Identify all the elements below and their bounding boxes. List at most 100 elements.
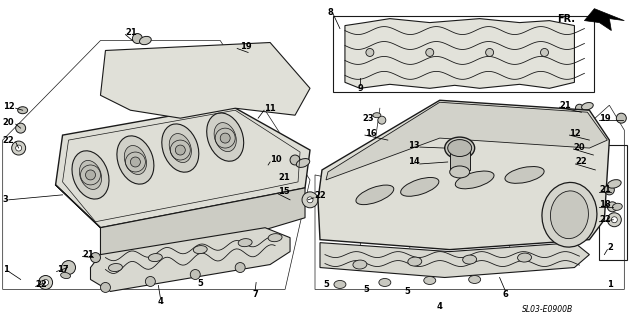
Text: 22: 22 [599, 215, 611, 224]
Text: 18: 18 [599, 200, 611, 209]
Text: 20: 20 [574, 142, 585, 152]
Ellipse shape [214, 123, 236, 152]
Ellipse shape [445, 137, 475, 159]
Circle shape [608, 202, 617, 212]
Circle shape [100, 283, 110, 292]
Text: 11: 11 [264, 104, 276, 113]
Circle shape [378, 116, 386, 124]
Circle shape [591, 163, 604, 177]
Ellipse shape [193, 245, 207, 254]
Text: 13: 13 [408, 140, 420, 149]
Ellipse shape [373, 113, 381, 118]
Ellipse shape [207, 113, 244, 161]
Text: 22: 22 [35, 280, 47, 289]
Polygon shape [345, 19, 574, 88]
Circle shape [604, 185, 615, 195]
Ellipse shape [247, 44, 264, 53]
Text: 12: 12 [569, 129, 581, 138]
Ellipse shape [117, 136, 154, 184]
Ellipse shape [378, 140, 389, 148]
Polygon shape [56, 185, 305, 258]
Polygon shape [450, 148, 469, 170]
Circle shape [90, 252, 100, 262]
Polygon shape [320, 243, 589, 277]
Ellipse shape [353, 260, 367, 269]
Circle shape [486, 49, 493, 56]
Ellipse shape [456, 171, 494, 189]
Text: 7: 7 [252, 290, 258, 299]
Text: 5: 5 [405, 287, 411, 296]
Circle shape [302, 192, 318, 208]
Ellipse shape [550, 191, 589, 239]
Text: 19: 19 [599, 114, 611, 123]
Polygon shape [100, 43, 310, 118]
Ellipse shape [469, 276, 481, 284]
Ellipse shape [463, 255, 476, 264]
Text: 8: 8 [328, 8, 334, 17]
Text: 15: 15 [278, 188, 290, 196]
Ellipse shape [169, 133, 191, 163]
Ellipse shape [450, 166, 469, 178]
Ellipse shape [408, 257, 422, 266]
Circle shape [86, 170, 95, 180]
Circle shape [541, 49, 548, 56]
Circle shape [611, 217, 617, 223]
Circle shape [385, 133, 395, 143]
Text: 4: 4 [157, 297, 163, 306]
Circle shape [220, 133, 230, 143]
Text: 21: 21 [126, 28, 137, 37]
Circle shape [198, 59, 203, 62]
Circle shape [175, 145, 186, 155]
Polygon shape [584, 9, 624, 31]
Ellipse shape [401, 178, 439, 196]
Ellipse shape [124, 146, 146, 174]
Ellipse shape [505, 166, 544, 183]
Text: 16: 16 [365, 129, 377, 138]
Polygon shape [326, 102, 608, 180]
Ellipse shape [582, 102, 593, 110]
Text: 10: 10 [270, 156, 281, 164]
Ellipse shape [61, 272, 71, 279]
Ellipse shape [139, 36, 151, 45]
Circle shape [38, 276, 52, 289]
Circle shape [241, 46, 249, 54]
Circle shape [126, 64, 134, 72]
Text: 22: 22 [575, 157, 587, 166]
Ellipse shape [80, 160, 102, 189]
Circle shape [426, 49, 433, 56]
Text: 3: 3 [3, 195, 8, 204]
Circle shape [62, 260, 76, 275]
Circle shape [575, 104, 584, 112]
Text: FR.: FR. [557, 14, 575, 24]
Circle shape [307, 197, 313, 203]
Circle shape [129, 67, 133, 70]
Polygon shape [318, 100, 610, 250]
Text: 14: 14 [408, 157, 420, 166]
Text: 6: 6 [503, 290, 509, 299]
Ellipse shape [162, 124, 199, 172]
Ellipse shape [379, 278, 391, 286]
Ellipse shape [608, 180, 621, 188]
Circle shape [290, 155, 300, 165]
Text: 19: 19 [240, 42, 252, 51]
Ellipse shape [424, 276, 436, 284]
Ellipse shape [334, 280, 346, 288]
Circle shape [608, 213, 622, 227]
Circle shape [16, 145, 21, 151]
Text: 22: 22 [3, 136, 15, 145]
Ellipse shape [356, 185, 394, 204]
Ellipse shape [448, 140, 471, 156]
Text: 12: 12 [3, 102, 15, 111]
Text: 21: 21 [278, 173, 290, 182]
Text: 4: 4 [437, 302, 443, 311]
Ellipse shape [297, 158, 310, 167]
Text: 17: 17 [57, 265, 68, 274]
Text: 5: 5 [323, 280, 329, 289]
Circle shape [594, 167, 600, 173]
Text: 23: 23 [362, 114, 374, 123]
Ellipse shape [109, 263, 122, 272]
Ellipse shape [584, 137, 594, 144]
Text: 9: 9 [358, 84, 363, 93]
Circle shape [131, 157, 140, 167]
Text: 5: 5 [198, 279, 203, 288]
